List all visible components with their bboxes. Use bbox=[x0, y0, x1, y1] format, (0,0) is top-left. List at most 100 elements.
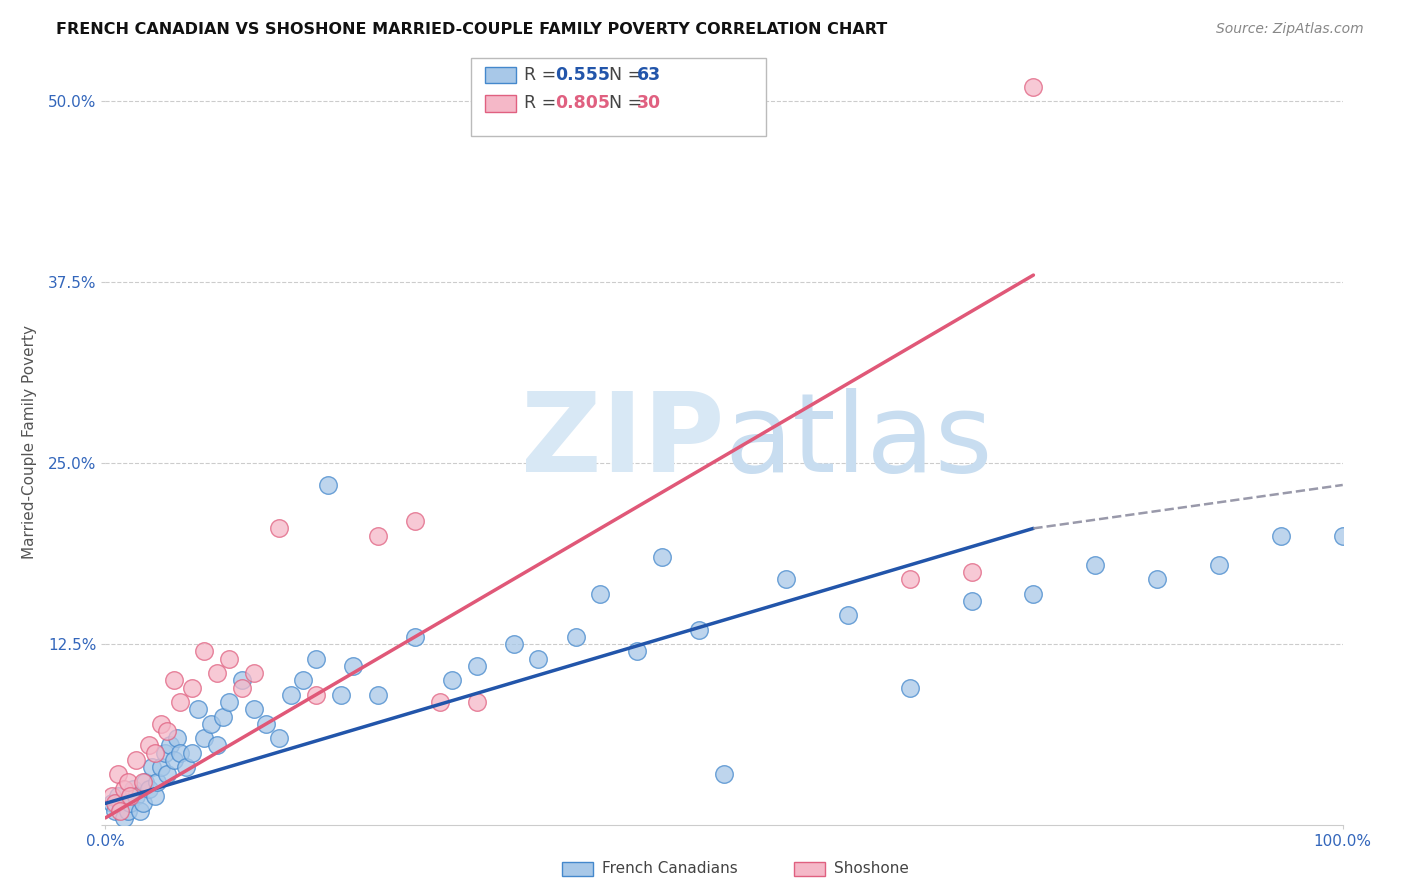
Point bbox=[143, 789, 166, 804]
Point bbox=[316, 478, 339, 492]
Point bbox=[898, 681, 921, 695]
Point bbox=[141, 760, 163, 774]
Point bbox=[112, 781, 135, 796]
Point bbox=[688, 623, 710, 637]
Text: 0.555: 0.555 bbox=[555, 66, 610, 84]
Point bbox=[150, 716, 173, 731]
Text: FRENCH CANADIAN VS SHOSHONE MARRIED-COUPLE FAMILY POVERTY CORRELATION CHART: FRENCH CANADIAN VS SHOSHONE MARRIED-COUP… bbox=[56, 22, 887, 37]
Point bbox=[143, 746, 166, 760]
Point bbox=[440, 673, 463, 688]
Point bbox=[1208, 558, 1230, 572]
Point bbox=[218, 695, 240, 709]
Point bbox=[131, 774, 153, 789]
Point bbox=[205, 666, 228, 681]
Point bbox=[131, 797, 153, 811]
Point bbox=[1084, 558, 1107, 572]
Point bbox=[169, 746, 191, 760]
Point bbox=[169, 695, 191, 709]
Point bbox=[146, 774, 169, 789]
Point bbox=[960, 565, 983, 579]
Point bbox=[651, 550, 673, 565]
Point bbox=[367, 528, 389, 542]
Point bbox=[117, 774, 139, 789]
Point bbox=[156, 724, 179, 739]
Point bbox=[187, 702, 209, 716]
Point bbox=[117, 804, 139, 818]
Text: 30: 30 bbox=[637, 95, 661, 112]
Point bbox=[367, 688, 389, 702]
Text: N =: N = bbox=[609, 95, 648, 112]
Point bbox=[231, 673, 253, 688]
Point bbox=[162, 673, 184, 688]
Point bbox=[205, 739, 228, 753]
Text: R =: R = bbox=[524, 95, 562, 112]
Point bbox=[104, 804, 127, 818]
Point bbox=[1270, 528, 1292, 542]
Point bbox=[112, 811, 135, 825]
Point bbox=[502, 637, 524, 651]
Point bbox=[212, 709, 235, 723]
Point bbox=[100, 789, 122, 804]
Point bbox=[107, 789, 129, 804]
Point bbox=[200, 716, 222, 731]
Point bbox=[120, 789, 142, 804]
Text: R =: R = bbox=[524, 66, 562, 84]
Text: French Canadians: French Canadians bbox=[602, 862, 738, 876]
Point bbox=[305, 651, 328, 665]
Point bbox=[465, 695, 488, 709]
Point bbox=[134, 774, 156, 789]
Point bbox=[564, 630, 586, 644]
Point bbox=[1022, 586, 1045, 600]
Point bbox=[1022, 79, 1045, 94]
Point bbox=[305, 688, 328, 702]
Point bbox=[138, 781, 160, 796]
Point bbox=[589, 586, 612, 600]
Point bbox=[125, 753, 148, 767]
Point bbox=[626, 644, 648, 658]
Point bbox=[150, 760, 173, 774]
Point bbox=[898, 572, 921, 586]
Text: 63: 63 bbox=[637, 66, 661, 84]
Point bbox=[174, 760, 197, 774]
Point bbox=[342, 659, 364, 673]
Point bbox=[231, 681, 253, 695]
Point bbox=[292, 673, 315, 688]
Text: 0.805: 0.805 bbox=[555, 95, 610, 112]
Point bbox=[429, 695, 451, 709]
Point bbox=[243, 702, 266, 716]
Text: atlas: atlas bbox=[724, 388, 993, 495]
Text: ZIP: ZIP bbox=[520, 388, 724, 495]
Point bbox=[110, 804, 132, 818]
Point bbox=[193, 731, 215, 746]
Point bbox=[267, 731, 290, 746]
Point bbox=[125, 789, 148, 804]
Point bbox=[100, 797, 122, 811]
Point bbox=[110, 797, 132, 811]
Point bbox=[107, 767, 129, 781]
Point bbox=[218, 651, 240, 665]
Point bbox=[138, 739, 160, 753]
Text: Shoshone: Shoshone bbox=[834, 862, 908, 876]
Point bbox=[181, 681, 204, 695]
Point bbox=[329, 688, 352, 702]
Point bbox=[960, 593, 983, 607]
Point bbox=[120, 797, 142, 811]
Y-axis label: Married-Couple Family Poverty: Married-Couple Family Poverty bbox=[22, 325, 37, 558]
Point bbox=[159, 739, 181, 753]
Point bbox=[156, 767, 179, 781]
Point bbox=[153, 746, 176, 760]
Point bbox=[1331, 528, 1354, 542]
Point bbox=[267, 521, 290, 535]
Point bbox=[1146, 572, 1168, 586]
Point bbox=[104, 797, 127, 811]
Point bbox=[713, 767, 735, 781]
Point bbox=[162, 753, 184, 767]
Point bbox=[254, 716, 277, 731]
Text: Source: ZipAtlas.com: Source: ZipAtlas.com bbox=[1216, 22, 1364, 37]
Point bbox=[166, 731, 188, 746]
Point bbox=[121, 781, 143, 796]
Text: N =: N = bbox=[609, 66, 648, 84]
Point bbox=[243, 666, 266, 681]
Point bbox=[280, 688, 302, 702]
Point bbox=[181, 746, 204, 760]
